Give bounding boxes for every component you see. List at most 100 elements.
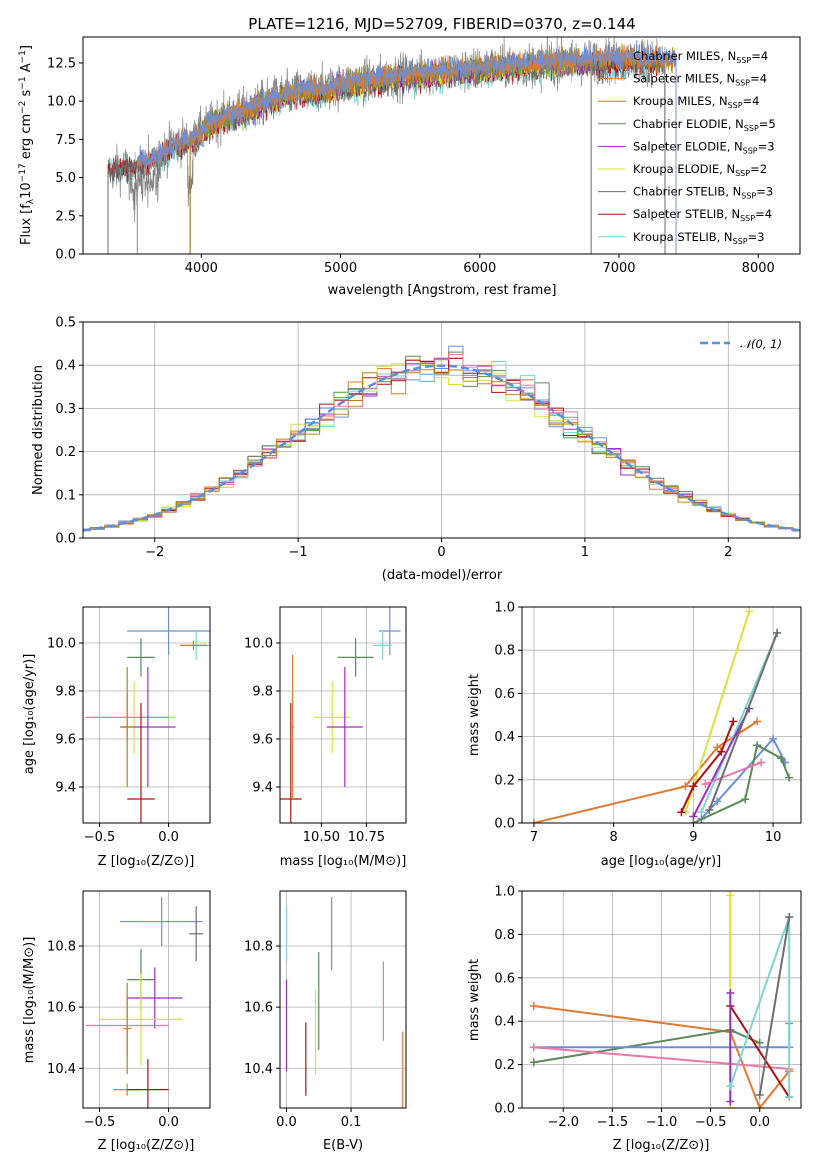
y-tick-label: 0.4 [494, 730, 515, 745]
y-tick-label: 10.0 [47, 637, 76, 652]
x-tick-label: 0 [437, 545, 445, 560]
axes-frame [82, 36, 801, 255]
y-tick-label: 0.0 [494, 817, 515, 832]
mass-weight-marker [705, 806, 714, 815]
mass-weight-marker [753, 741, 762, 750]
mass-weight-marker [529, 1043, 538, 1052]
y-tick-label: 7.5 [55, 133, 76, 148]
legend-label-sub: SSP [740, 214, 755, 223]
x-tick-label: 8000 [742, 261, 775, 276]
spectrum-ylabel: Flux [fλ10−17 erg cm−2 s−1 A−1] [18, 45, 36, 245]
x-tick-label: 10 [765, 830, 782, 845]
spectrum-axes: 4000 5000 6000 7000 8000 0.0 2.5 5.0 7.5 10.0 12.5… [47, 36, 801, 276]
legend-label-sub: SSP [736, 56, 751, 65]
plot-area [107, 37, 677, 254]
histogram-axes: −2 −1 0 1 2 0.0 0.1 0.2 0.3 0.4 0.5 𝒩(0, 1) [55, 316, 801, 560]
histogram-ylabel: Normed distribution [31, 365, 46, 495]
mass-weight-marker [755, 1038, 764, 1047]
y-tick-label: 0.2 [55, 445, 76, 460]
legend-label-val: =3 [758, 139, 775, 153]
y-tick-label: 0.2 [494, 1058, 515, 1073]
plot-panels: 4000 5000 6000 7000 80000.02.55.07.510.012.5… [18, 36, 802, 1153]
plot-area [280, 607, 401, 823]
ylabel-part: ] [19, 45, 34, 50]
mass-weight-marker [745, 607, 754, 616]
y-tick-label: 0.4 [494, 1015, 515, 1030]
mass-weight-marker [689, 819, 698, 823]
mass-weight-marker [777, 754, 786, 763]
x-tick-label: −2.0 [547, 1115, 579, 1130]
mass-weight-marker [726, 988, 735, 997]
axes-frame [521, 890, 802, 1109]
y-tick-label: 9.4 [55, 781, 76, 796]
ylabel-part: Flux [f [19, 204, 34, 245]
mass-vs-z-axes: −0.5 0.0 10.4 10.6 10.8 [47, 890, 211, 1130]
legend-label-text: Kroupa STELIB, N [633, 230, 733, 244]
legend-label-text: Kroupa ELODIE, N [633, 162, 735, 176]
weight-vs-age-axes: 7 8 9 10 0.0 0.2 0.4 0.6 0.8 1.0 [494, 601, 802, 845]
mass-weight-marker [726, 1097, 735, 1106]
spectrum-xlabel: wavelength [Angstrom, rest frame] [328, 283, 557, 298]
legend-label: Kroupa STELIB, NSSP=3 [633, 230, 764, 246]
legend-label: Chabrier ELODIE, NSSP=5 [633, 117, 776, 133]
normal-curve [83, 364, 800, 532]
spectrum-title: PLATE=1216, MJD=52709, FIBERID=0370, z=0… [248, 15, 635, 33]
legend-label-text: Salpeter ELODIE, N [633, 139, 743, 153]
plot-area [529, 891, 794, 1108]
mass-vs-ebv-xlabel: E(B-V) [323, 1138, 363, 1153]
ylabel-part: −1 [18, 50, 28, 63]
legend-label: Salpeter ELODIE, NSSP=3 [633, 139, 775, 155]
mass-weight-line [758, 916, 791, 1096]
y-tick-label: 9.6 [55, 733, 76, 748]
legend-label-sub: SSP [744, 124, 759, 133]
y-tick-label: 1.0 [494, 885, 515, 900]
ylabel-part: s [19, 89, 34, 100]
x-tick-label: −0.5 [84, 1115, 116, 1130]
legend-label-val: =4 [743, 94, 760, 108]
legend-label-text: Salpeter STELIB, N [633, 207, 740, 221]
x-tick-label: −1 [289, 545, 308, 560]
y-tick-label: 2.5 [55, 209, 76, 224]
y-tick-label: 5.0 [55, 171, 76, 186]
legend-label-val: =2 [750, 162, 767, 176]
legend-label-sub: SSP [743, 146, 758, 155]
x-tick-label: 4000 [185, 261, 218, 276]
y-tick-label: 0.3 [55, 402, 76, 417]
x-tick-label: 0.0 [158, 1115, 179, 1130]
age-vs-mass-axes: 10.50 10.75 9.4 9.6 9.8 10.0 [244, 606, 407, 845]
y-tick-label: 0.0 [55, 248, 76, 263]
plot-area [85, 607, 210, 823]
x-tick-label: 8 [610, 830, 618, 845]
legend-label-sub: SSP [728, 101, 743, 110]
x-tick-label: 9 [689, 830, 697, 845]
mass-weight-line [729, 1005, 791, 1098]
legend-label: Chabrier STELIB, NSSP=3 [633, 185, 773, 201]
legend-label-text: Chabrier ELODIE, N [633, 117, 744, 131]
y-tick-label: 0.6 [494, 687, 515, 702]
y-tick-label: 0.2 [494, 773, 515, 788]
mass-weight-marker [785, 913, 794, 922]
plot-area [529, 607, 794, 823]
y-tick-label: 10.6 [47, 1001, 76, 1016]
x-tick-label: 2 [724, 545, 732, 560]
mass-weight-line [684, 610, 751, 813]
axes-frame [279, 606, 407, 824]
x-tick-label: −2 [145, 545, 164, 560]
mass-weight-marker [701, 780, 710, 789]
mass-vs-ebv-axes: 0.0 0.1 10.4 10.6 10.8 [244, 890, 407, 1130]
ylabel-part: 10 [19, 182, 34, 199]
mass-weight-line [700, 632, 779, 813]
y-tick-label: 9.4 [252, 781, 273, 796]
y-tick-label: 10.4 [47, 1062, 76, 1077]
age-vs-mass-xlabel: mass [log₁₀(M/M⊙)] [280, 854, 407, 869]
plot-area [83, 345, 800, 532]
mass-weight-marker [755, 1104, 764, 1108]
mass-weight-marker [729, 717, 738, 726]
y-tick-label: 9.6 [252, 733, 273, 748]
legend-label-text: Chabrier STELIB, N [633, 185, 741, 199]
y-tick-label: 9.8 [252, 685, 273, 700]
normal-legend-label: 𝒩(0, 1) [740, 337, 782, 351]
mass-weight-marker [773, 628, 782, 637]
mass-weight-line [692, 708, 751, 817]
